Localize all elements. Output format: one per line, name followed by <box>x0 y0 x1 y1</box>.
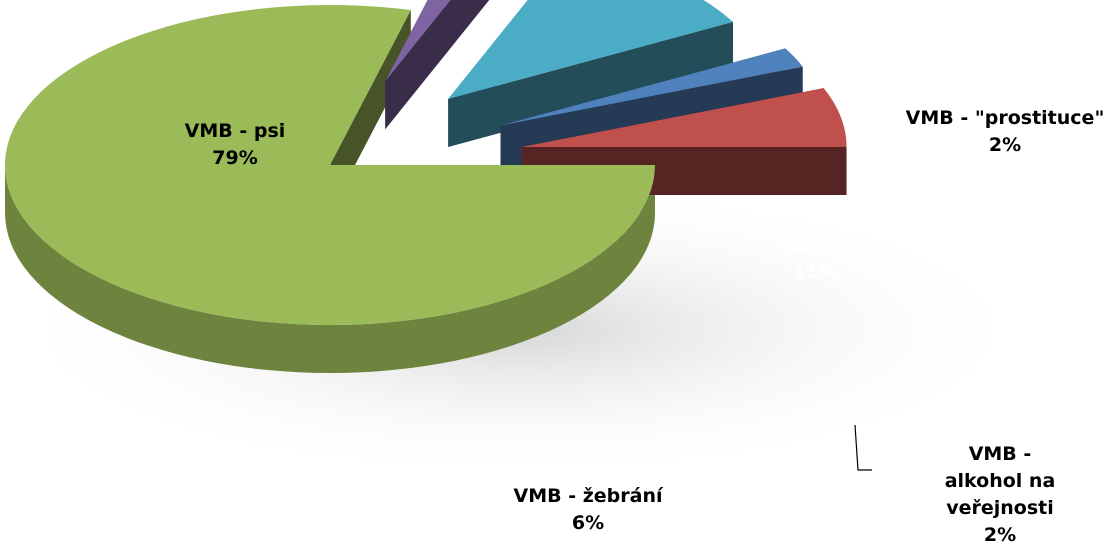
value-label: 2% <box>988 134 1022 156</box>
data-label: VMB - alkohol na veřejnosti 2% <box>943 441 1058 549</box>
category-label: VMB - žebrání <box>513 485 663 507</box>
category-label: VMB - psi <box>184 120 286 142</box>
value-label: 11% <box>792 260 838 283</box>
value-label: 2% <box>983 524 1017 546</box>
category-label: VMB - alkohol na veřejnosti <box>944 443 1056 519</box>
value-label: 6% <box>571 512 605 534</box>
data-label: VMB - žebrání 6% <box>514 483 663 537</box>
slice-wall <box>330 10 411 214</box>
category-label: Zábor VP - prodejní stánky <box>710 206 920 256</box>
data-label: VMB - psi 79% <box>185 118 286 172</box>
slice <box>500 48 803 126</box>
leader-line <box>854 424 872 471</box>
slice <box>385 0 451 82</box>
slice <box>521 88 847 148</box>
data-label: VMB - "prostituce" 2% <box>906 105 1105 159</box>
slice <box>448 0 734 99</box>
category-label: VMB - "prostituce" <box>905 107 1105 129</box>
slice-wall <box>385 0 490 130</box>
data-label: Zábor VP - prodejní stánky 11% <box>705 205 925 286</box>
slice <box>5 5 655 325</box>
slice-wall <box>448 21 734 147</box>
slice-side <box>5 165 655 373</box>
value-label: 79% <box>212 147 258 169</box>
